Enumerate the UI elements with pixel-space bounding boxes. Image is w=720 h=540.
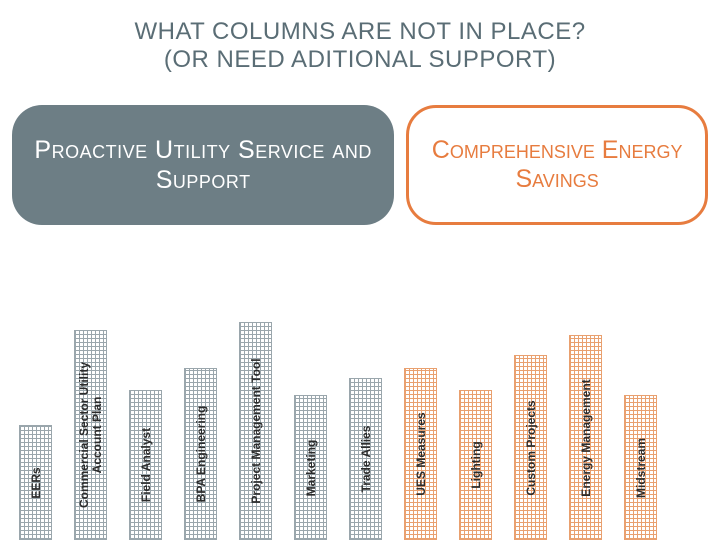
column-bar: Marketing — [294, 395, 327, 540]
column-label: Lighting — [469, 441, 483, 488]
column-label: Marketing — [304, 439, 318, 496]
column-bar: EERs — [19, 425, 52, 540]
column-bar: Energy Management — [569, 335, 602, 540]
pill-comprehensive-energy: Comprehensive Energy Savings — [406, 105, 708, 225]
column-bar: Trade Allies — [349, 378, 382, 540]
column-bar: UES Measures — [404, 368, 437, 540]
pill-proactive-utility: Proactive Utility Service and Support — [12, 105, 394, 225]
title-line-1: WHAT COLUMNS ARE NOT IN PLACE? — [134, 18, 585, 45]
pill-right-label: Comprehensive Energy Savings — [427, 136, 687, 194]
pill-left-label: Proactive Utility Service and Support — [30, 135, 376, 195]
column-label: BPA Engineering — [194, 406, 208, 503]
column-bar: BPA Engineering — [184, 368, 217, 540]
column-label: Trade Allies — [359, 426, 373, 493]
column-bar: Commercial Sector Utility Account Plan — [74, 330, 107, 540]
column-label: Energy Management — [579, 379, 593, 496]
column-bar: Project Management Tool — [239, 322, 272, 540]
column-bar: Custom Projects — [514, 355, 547, 540]
column-label: EERs — [29, 467, 43, 498]
column-label: Midstream — [634, 437, 648, 497]
page-title: WHAT COLUMNS ARE NOT IN PLACE? (OR NEED … — [0, 0, 720, 77]
column-bar: Midstream — [624, 395, 657, 540]
column-label: Project Management Tool — [249, 358, 263, 503]
column-bar: Lighting — [459, 390, 492, 540]
column-label: Field Analyst — [139, 428, 153, 502]
columns-chart: EERs Commercial Sector Utility Account Pl… — [0, 288, 720, 540]
pill-row: Proactive Utility Service and Support Co… — [12, 105, 708, 225]
column-label: Custom Projects — [524, 400, 538, 495]
column-bar: Field Analyst — [129, 390, 162, 540]
title-line-2: (OR NEED ADITIONAL SUPPORT) — [164, 46, 556, 73]
column-label: Commercial Sector Utility Account Plan — [77, 345, 103, 525]
column-label: UES Measures — [414, 412, 428, 495]
